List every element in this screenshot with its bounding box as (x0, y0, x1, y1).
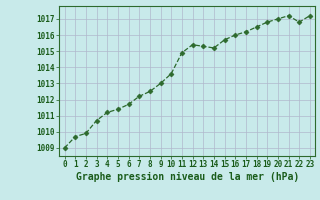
X-axis label: Graphe pression niveau de la mer (hPa): Graphe pression niveau de la mer (hPa) (76, 172, 299, 182)
